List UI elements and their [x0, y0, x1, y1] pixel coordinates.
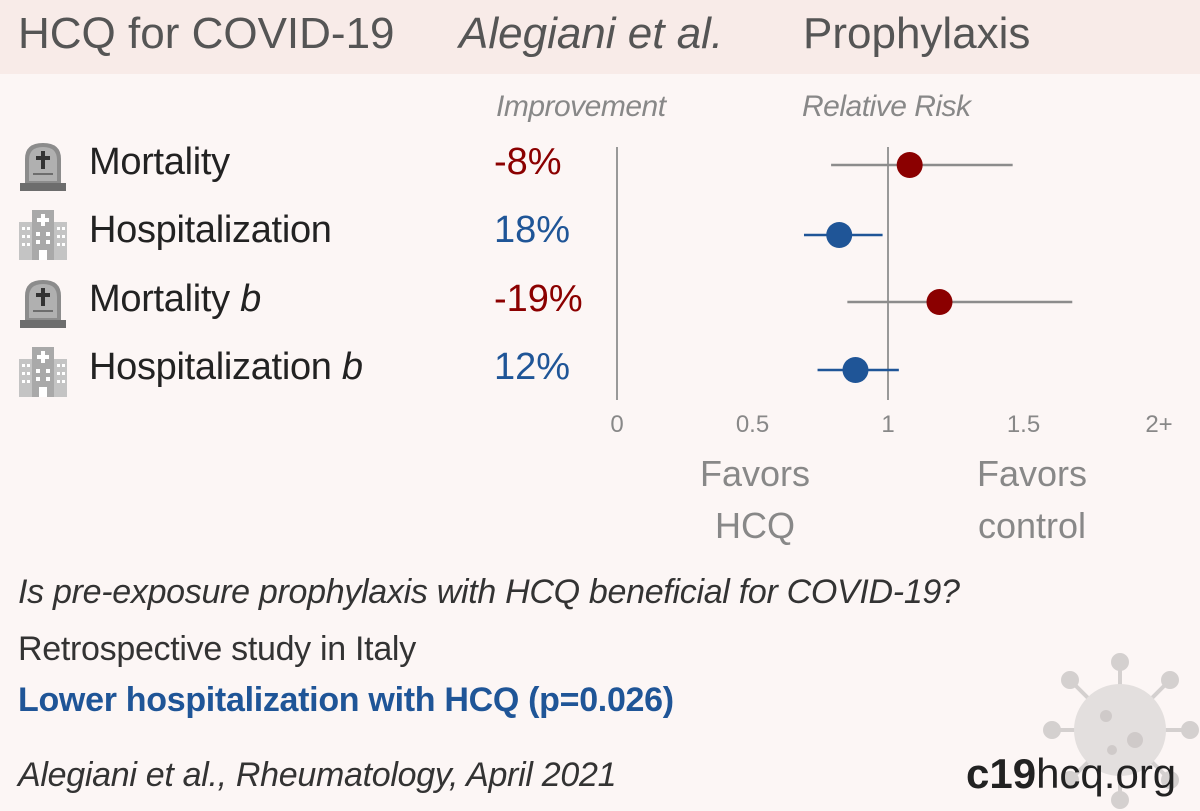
relative-risk-column-header: Relative Risk — [802, 90, 971, 123]
favors-hcq-label: Favors HCQ — [655, 448, 855, 552]
rr-point — [896, 152, 923, 178]
improvement-value: 12% — [494, 346, 571, 388]
site-brand: c19hcq.org — [966, 750, 1177, 797]
improvement-value: -19% — [494, 278, 583, 320]
tombstone-icon — [20, 280, 66, 328]
title-type: Prophylaxis — [803, 9, 1031, 58]
title-authors: Alegiani et al. — [459, 9, 724, 58]
title-bar: HCQ for COVID-19 Alegiani et al. Prophyl… — [0, 0, 1200, 74]
favors-hcq-line-2: HCQ — [715, 505, 795, 546]
improvement-value: -8% — [494, 141, 562, 183]
favors-control-line-1: Favors — [976, 453, 1088, 494]
favors-control-label: Favors control — [932, 448, 1132, 552]
x-tick-label: 1 — [881, 411, 894, 438]
study-conclusion: Lower hospitalization with HCQ (p=0.026) — [18, 681, 674, 719]
favors-hcq-line-1: Favors — [699, 453, 811, 494]
title-main: HCQ for COVID-19 — [18, 9, 395, 58]
x-tick-label: 2+ — [1145, 411, 1172, 438]
rr-point — [842, 357, 869, 383]
hospital-icon — [19, 347, 67, 397]
citation: Alegiani et al., Rheumatology, April 202… — [18, 756, 617, 794]
x-tick-label: 0 — [610, 411, 623, 438]
improvement-column-header: Improvement — [496, 90, 666, 123]
hospital-icon — [19, 210, 67, 260]
outcome-label-hospitalization-b: Hospitalization b — [89, 346, 363, 388]
improvement-value: 18% — [494, 209, 571, 251]
forest-plot: 0 0.5 1 1.5 2+ — [610, 147, 1173, 438]
rr-point — [826, 222, 853, 248]
outcome-label-hospitalization: Hospitalization — [89, 209, 332, 251]
tombstone-icon — [20, 143, 66, 191]
outcome-label-mortality: Mortality — [89, 141, 230, 183]
favors-control-line-2: control — [977, 505, 1087, 546]
rr-point — [926, 289, 953, 315]
outcome-label-mortality-b: Mortality b — [89, 278, 261, 320]
x-tick-label: 1.5 — [1007, 411, 1040, 438]
study-question: Is pre-exposure prophylaxis with HCQ ben… — [18, 573, 960, 611]
study-design: Retrospective study in Italy — [18, 630, 416, 668]
x-tick-label: 0.5 — [736, 411, 769, 438]
virus-icon — [1043, 653, 1199, 809]
